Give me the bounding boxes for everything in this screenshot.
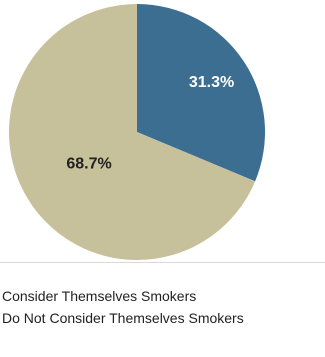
legend-item-non-smokers: Do Not Consider Themselves Smokers <box>2 310 244 326</box>
pie-slices <box>9 4 265 260</box>
pie-slice-smokers <box>137 4 265 182</box>
data-label-non-smokers: 68.7% <box>66 155 111 172</box>
pie-chart: 31.3% 68.7% <box>9 4 265 260</box>
data-label-smokers: 31.3% <box>189 74 234 91</box>
pie-data-labels: 31.3% 68.7% <box>66 74 234 173</box>
legend-item-smokers: Consider Themselves Smokers <box>2 288 197 304</box>
chart-legend: Consider Themselves Smokers Do Not Consi… <box>2 285 244 329</box>
legend-divider <box>0 262 325 263</box>
pie-slice-non-smokers <box>9 4 256 260</box>
